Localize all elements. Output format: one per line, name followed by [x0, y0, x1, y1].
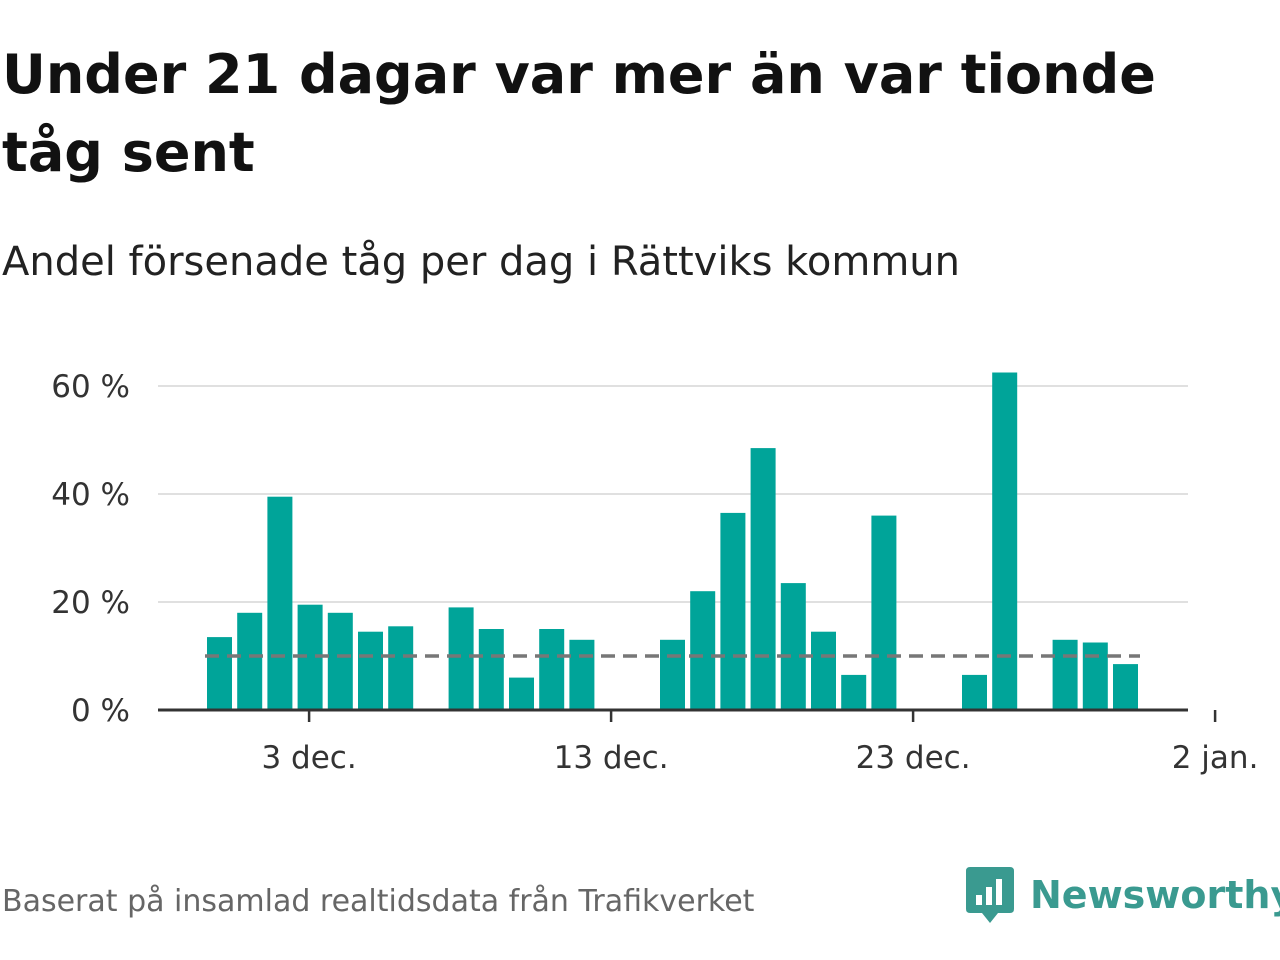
bar	[690, 591, 716, 710]
bar	[569, 639, 595, 710]
bar	[509, 677, 534, 710]
bar	[1052, 639, 1078, 710]
bar	[1113, 664, 1138, 710]
x-tick-label: 23 dec.	[856, 740, 971, 776]
chart-title: Under 21 dagar var mer än var tionde tåg…	[2, 43, 1156, 184]
x-tick-label: 2 jan.	[1172, 740, 1259, 776]
bar	[267, 496, 293, 710]
chart-subtitle: Andel försenade tåg per dag i Rättviks k…	[2, 239, 961, 285]
bar	[780, 583, 806, 710]
bar	[992, 372, 1018, 710]
brand-logo: Newsworthy	[964, 864, 1280, 926]
bar	[811, 631, 836, 710]
bar	[327, 612, 353, 710]
bar	[207, 637, 232, 710]
newsworthy-logo-icon	[966, 867, 1014, 923]
bar	[660, 639, 685, 710]
y-tick-label: 40 %	[51, 477, 130, 513]
bar	[448, 607, 474, 710]
brand-name: Newsworthy	[1030, 873, 1280, 917]
bar	[1082, 642, 1108, 710]
bar	[478, 629, 504, 710]
bar	[841, 674, 867, 710]
bar	[358, 631, 383, 710]
bar	[720, 512, 746, 710]
bar	[237, 612, 263, 710]
bar	[871, 515, 897, 710]
source-note: Baserat på insamlad realtidsdata från Tr…	[2, 884, 755, 919]
bar	[539, 629, 565, 710]
bar-chart: 0 % 20 % 40 % 60 % 3 dec. 13 dec. 23 dec. 2 jan…	[51, 369, 1259, 776]
bar	[750, 448, 776, 710]
x-tick-label: 3 dec.	[261, 740, 356, 776]
y-tick-label: 60 %	[51, 369, 130, 405]
x-tick-label: 13 dec.	[554, 740, 669, 776]
bar	[388, 626, 414, 710]
bar	[962, 674, 987, 710]
y-tick-label: 20 %	[51, 585, 130, 621]
y-tick-label: 0 %	[71, 693, 130, 729]
